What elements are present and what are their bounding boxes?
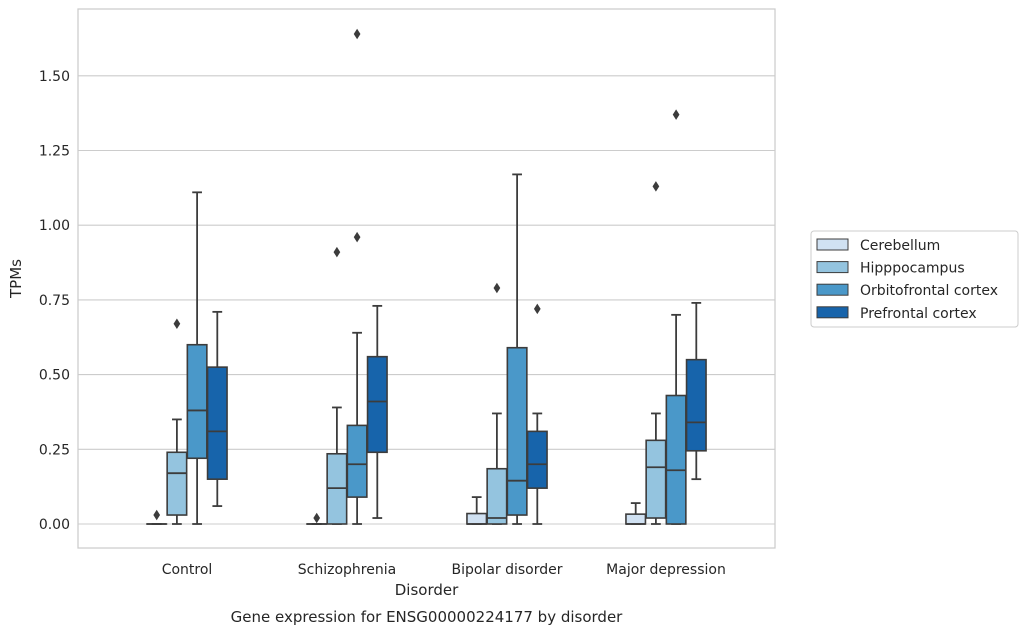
outlier-point xyxy=(672,109,680,120)
chart-caption: Gene expression for ENSG00000224177 by d… xyxy=(231,608,624,626)
legend-swatch xyxy=(816,283,849,296)
box xyxy=(166,451,188,516)
box xyxy=(685,358,707,452)
outlier-point xyxy=(493,282,501,294)
y-tick-label: 0.00 xyxy=(39,517,70,533)
y-tick-label: 0.25 xyxy=(39,442,70,458)
boxes-group xyxy=(146,28,707,525)
box xyxy=(526,430,548,489)
box xyxy=(346,424,368,498)
box xyxy=(366,355,388,454)
y-ticks: 0.00 0.25 0.50 0.75 1.00 1.25 1.50 xyxy=(39,69,70,533)
outlier-point xyxy=(153,509,161,521)
box xyxy=(625,513,647,525)
outlier-point xyxy=(533,303,541,315)
y-tick-label: 0.50 xyxy=(39,368,70,384)
box xyxy=(466,512,488,525)
legend-label: Prefrontal cortex xyxy=(860,306,977,322)
box xyxy=(506,346,528,516)
outlier-point xyxy=(353,28,361,40)
plot-frame xyxy=(77,8,776,549)
legend-frame xyxy=(810,230,1019,328)
series-cerebellum xyxy=(146,496,647,525)
outlier-point xyxy=(652,181,660,192)
legend-swatch xyxy=(816,238,849,251)
legend-swatch xyxy=(816,306,849,319)
y-tick-label: 1.25 xyxy=(39,144,70,160)
box xyxy=(206,366,228,480)
legend-label: Orbitofrontal cortex xyxy=(860,283,998,299)
outlier-point xyxy=(173,318,181,330)
legend-label: Hipppocampus xyxy=(860,261,965,277)
y-tick-label: 0.75 xyxy=(39,293,70,309)
x-ticks: Control Schizophrenia Bipolar disorder Majo… xyxy=(162,562,726,578)
box xyxy=(665,394,687,525)
y-axis-title: TPMs xyxy=(7,259,25,299)
series-hipppocampus xyxy=(166,181,667,525)
legend-label: Cerebellum xyxy=(860,238,940,254)
box xyxy=(186,343,208,460)
x-tick-label: Bipolar disorder xyxy=(451,562,562,578)
outlier-point xyxy=(333,246,341,258)
legend: Cerebellum Hipppocampus Orbitofrontal cort… xyxy=(810,230,1019,328)
legend-swatch xyxy=(816,261,849,274)
outlier-point xyxy=(353,231,361,243)
x-axis-title: Disorder xyxy=(395,581,459,599)
x-tick-label: Control xyxy=(162,562,213,578)
x-tick-label: Schizophrenia xyxy=(298,562,396,578)
box xyxy=(486,467,508,525)
box xyxy=(645,439,667,519)
outlier-point xyxy=(313,512,321,524)
series-prefrontal-cortex xyxy=(206,301,707,525)
y-tick-label: 1.50 xyxy=(39,69,70,85)
y-tick-label: 1.00 xyxy=(39,218,70,234)
x-tick-label: Major depression xyxy=(606,562,726,578)
